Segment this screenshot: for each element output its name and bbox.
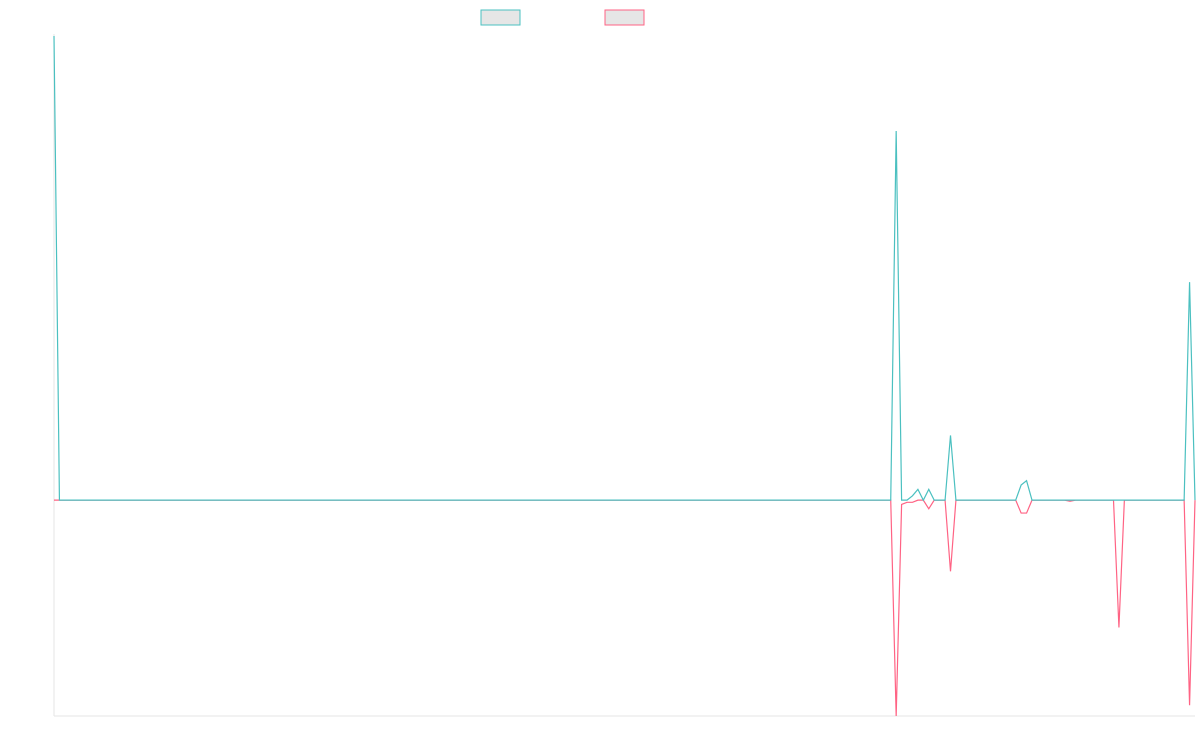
axes bbox=[53, 34, 1195, 717]
series-layer bbox=[53, 35, 1196, 717]
legend-swatch-2 bbox=[604, 9, 645, 26]
series-line-1 bbox=[53, 35, 1196, 502]
legend-swatch-1 bbox=[480, 9, 521, 26]
series-line-2 bbox=[54, 499, 1196, 717]
legend bbox=[480, 9, 645, 26]
